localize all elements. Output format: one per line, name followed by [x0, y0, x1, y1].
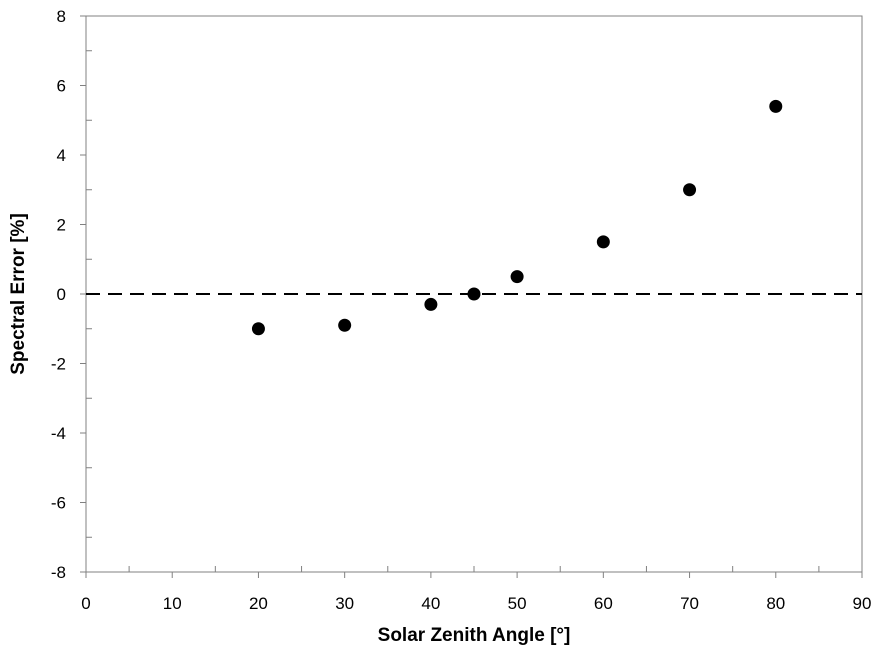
minor-ticks	[86, 50, 820, 572]
data-point	[251, 322, 265, 336]
x-tick-label: 60	[594, 594, 613, 613]
y-tick-label: -4	[51, 424, 66, 443]
data-point	[596, 235, 610, 249]
data-points	[251, 99, 783, 336]
x-tick-label: 50	[508, 594, 527, 613]
y-tick-label: -6	[51, 494, 66, 513]
data-point	[683, 183, 697, 197]
data-point	[510, 270, 524, 284]
y-tick-label: 6	[57, 77, 66, 96]
x-axis-title: Solar Zenith Angle [°]	[378, 625, 571, 646]
x-tick-label: 30	[335, 594, 354, 613]
y-tick-label: 0	[57, 285, 66, 304]
x-tick-label: 40	[421, 594, 440, 613]
x-tick-label: 70	[680, 594, 699, 613]
x-tick-label: 80	[766, 594, 785, 613]
data-point	[424, 297, 438, 311]
x-tick-label: 90	[853, 594, 872, 613]
y-tick-label: -8	[51, 563, 66, 582]
x-tick-label: 20	[249, 594, 268, 613]
data-point	[467, 287, 481, 301]
major-ticks	[80, 15, 863, 578]
x-tick-label: 10	[163, 594, 182, 613]
y-tick-label: 8	[57, 7, 66, 26]
y-axis-title: Spectral Error [%]	[8, 213, 29, 375]
x-tick-labels: 0 10 20 30 40 50 60 70 80 90	[81, 594, 871, 613]
y-tick-labels: -8 -6 -4 -2 0 2 4 6 8	[51, 7, 66, 582]
y-tick-label: 4	[57, 146, 66, 165]
x-tick-label: 0	[81, 594, 90, 613]
data-point	[338, 318, 352, 332]
y-tick-label: -2	[51, 355, 66, 374]
y-tick-label: 2	[57, 216, 66, 235]
data-point	[769, 99, 783, 113]
